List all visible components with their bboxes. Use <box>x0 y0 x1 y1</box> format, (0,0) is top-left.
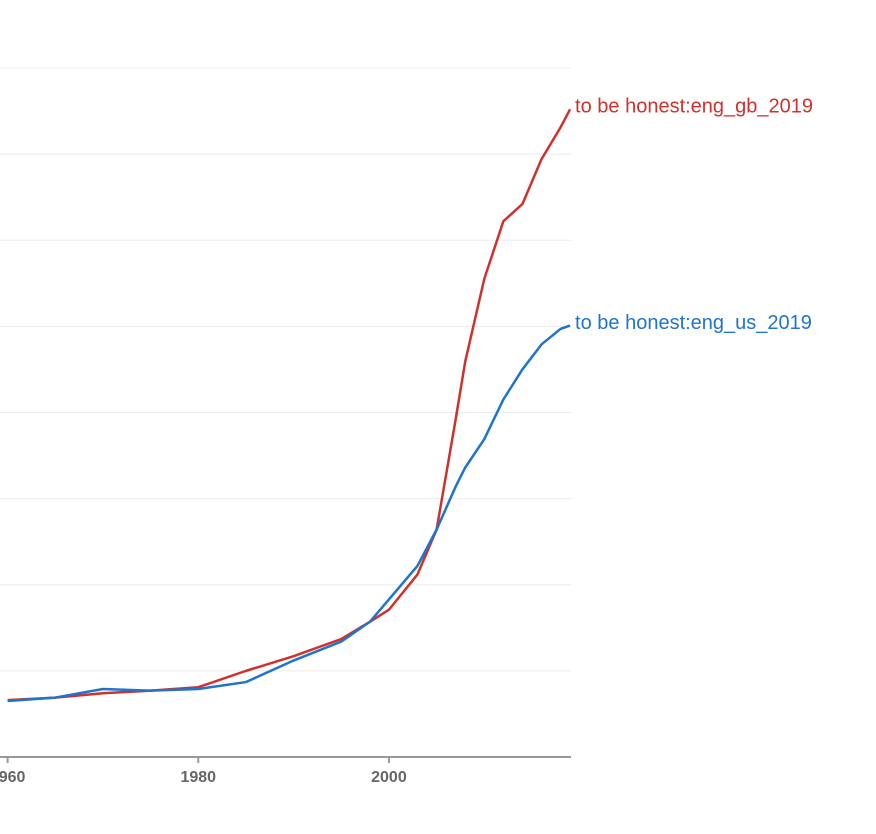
x-tick-label: 1980 <box>180 769 216 786</box>
x-tick-label: 2000 <box>371 769 407 786</box>
series-label: to be honest:eng_us_2019 <box>575 312 812 334</box>
line <box>7 324 571 703</box>
series-label: to be honest:eng_gb_2019 <box>575 96 813 118</box>
line <box>7 108 572 702</box>
x-tick-label: 1960 <box>0 769 26 786</box>
